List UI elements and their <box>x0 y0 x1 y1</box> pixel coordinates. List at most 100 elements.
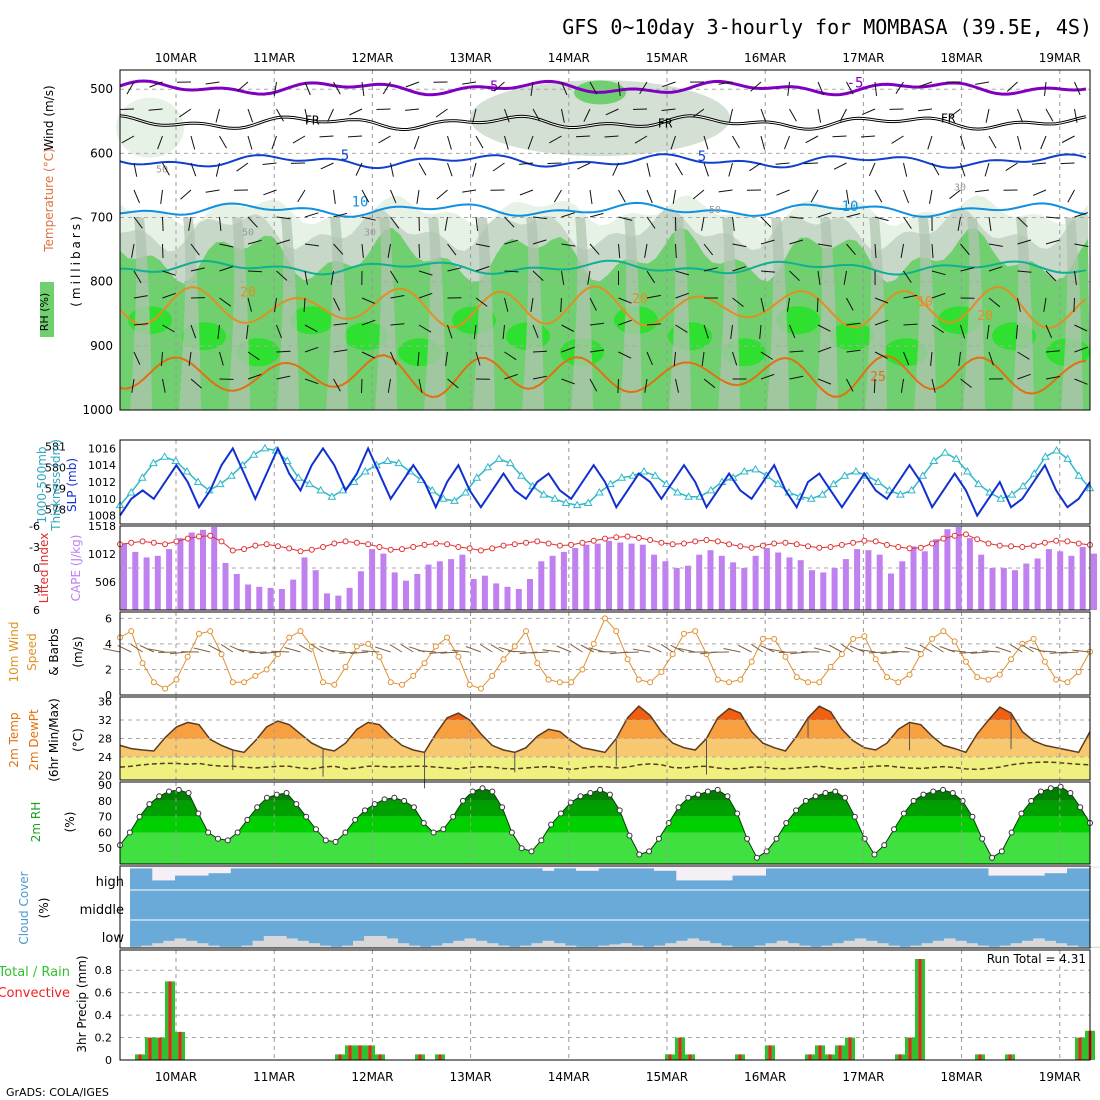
wind-barb <box>133 295 148 299</box>
wind-barb <box>817 108 822 123</box>
cloud-high-bar <box>631 866 644 869</box>
wind-barb <box>1045 270 1057 282</box>
li-point <box>759 542 766 549</box>
cape-bar <box>572 548 579 610</box>
rh-point <box>165 788 172 795</box>
cape-bar <box>628 543 635 610</box>
cape-bar <box>910 546 917 610</box>
cape-bar <box>560 551 567 610</box>
cloud-low-bar <box>442 943 454 948</box>
wind-barb <box>390 162 394 177</box>
rh-tick: 70 <box>98 811 112 824</box>
wind-speed-point <box>940 628 947 635</box>
wind-barb <box>262 162 277 165</box>
cape-bar <box>617 542 624 610</box>
li-point <box>906 545 913 552</box>
wind-barb <box>903 162 908 177</box>
wind-barb <box>903 294 918 299</box>
rh-patch-bright <box>344 322 388 351</box>
rh-point <box>557 810 564 817</box>
cape-bar <box>989 567 996 610</box>
wind-barb-10m <box>995 646 1012 653</box>
cape-bar <box>707 550 714 610</box>
wind-barb <box>390 189 397 204</box>
li-point <box>376 544 383 550</box>
wind-barb <box>327 108 334 122</box>
cloud-high-bar <box>1077 866 1090 869</box>
rh-tick: 50 <box>98 842 112 855</box>
cloud-low-bar <box>687 938 700 948</box>
wind-barb-10m <box>271 650 290 653</box>
cloud-low-bar <box>174 938 187 948</box>
rh-point <box>146 801 153 808</box>
rh-dry-column <box>179 217 201 410</box>
slp-ylabel: SLP (mb) <box>65 458 79 512</box>
thickness-point <box>751 464 760 473</box>
slp-line <box>119 445 1091 518</box>
wind-barb <box>561 108 565 123</box>
thickness-point <box>249 450 259 458</box>
cloud-high-bar <box>732 866 744 876</box>
wind-barb <box>1017 216 1028 228</box>
thickness-point <box>851 467 861 475</box>
cloud-high-bar <box>241 866 254 869</box>
precip-conv-bar <box>678 1037 682 1060</box>
panel-cloud-cover <box>119 865 1100 949</box>
wind-barb <box>436 189 448 200</box>
wind-barb <box>846 81 854 95</box>
wind-barb <box>760 373 775 380</box>
cloud-high-bar <box>397 866 410 869</box>
cape-bar <box>594 543 601 610</box>
cloud-low-bar <box>642 946 655 948</box>
li-tick: 6 <box>33 604 40 617</box>
wind-barb <box>1074 212 1088 218</box>
cape-bar <box>515 589 522 610</box>
cape-bar <box>933 539 940 610</box>
wind-barb <box>703 162 709 177</box>
cloud-high-bar <box>386 866 398 869</box>
precip-conv-bar <box>338 1054 342 1060</box>
wind-barb-10m <box>1060 651 1079 654</box>
panel-thickness-slp: 581 580 579 578 1016 1014 1012 1010 1008 <box>45 439 1095 525</box>
li-point <box>805 543 812 550</box>
cape-bar <box>1000 567 1007 610</box>
wind-speed-point <box>613 628 620 635</box>
thickness-point <box>907 485 916 494</box>
wind-barb <box>805 135 819 144</box>
wind-speed-point <box>827 663 834 670</box>
cape-bar <box>809 570 815 610</box>
wind-barb <box>618 243 621 258</box>
wind-barb <box>672 189 676 204</box>
wind-speed-point <box>1041 658 1048 665</box>
cloud-low-bar <box>252 940 265 948</box>
li-ylabel: Lifted Index <box>37 533 51 604</box>
day-label-top: 11MAR <box>253 51 295 65</box>
cloud-low-bar <box>297 940 309 948</box>
cloud-high-bar <box>843 866 856 869</box>
wind-barb <box>236 162 249 172</box>
wind-barb <box>988 351 994 366</box>
wind-barb <box>675 243 677 259</box>
wind-barb <box>817 212 832 218</box>
contour-label: 10 <box>842 199 859 215</box>
li-point <box>1041 539 1048 546</box>
wind-barb <box>1006 81 1018 92</box>
rh-point <box>332 838 339 845</box>
wind-barb <box>732 135 740 149</box>
thickness-point <box>294 473 303 481</box>
li-point <box>421 541 428 548</box>
contour-label: FR <box>305 114 320 128</box>
wind-speed-point <box>850 635 857 642</box>
wind-barb <box>418 324 432 333</box>
wind-speed-point <box>477 685 484 692</box>
thickness-point <box>282 456 292 464</box>
thickness-point <box>606 479 615 488</box>
thickness-point <box>260 443 270 452</box>
cloud-high-bar <box>509 866 521 869</box>
wind-barb <box>217 324 220 339</box>
rh-dry-column <box>1012 217 1034 410</box>
cape-bar <box>549 555 556 610</box>
wind-barb <box>874 351 888 359</box>
wind-barb <box>162 378 166 393</box>
wind-tick: 6 <box>105 612 112 625</box>
